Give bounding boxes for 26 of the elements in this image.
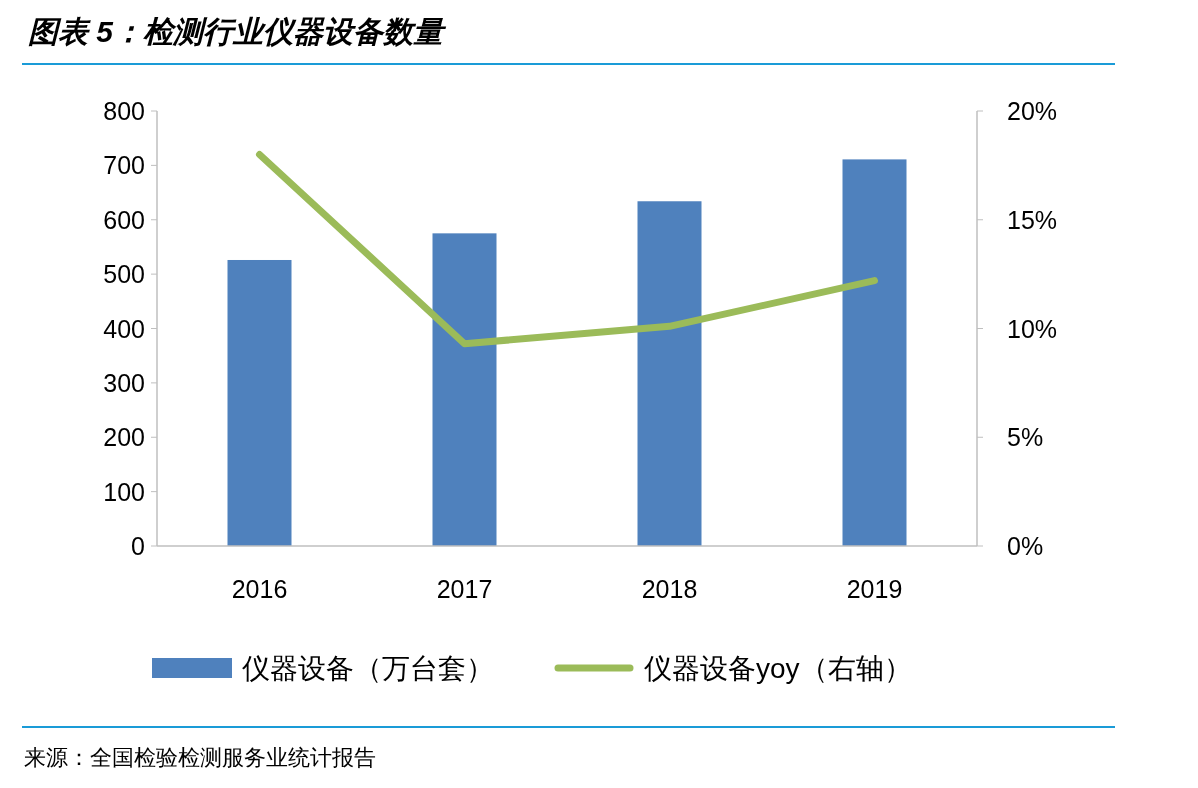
- y-tick-label: 400: [103, 314, 145, 343]
- x-tick-label: 2018: [641, 575, 698, 603]
- bar: [432, 233, 497, 546]
- legend-label: 仪器设备yoy（右轴）: [644, 653, 912, 684]
- y2-tick-label: 5%: [1007, 423, 1044, 452]
- x-tick-label: 2019: [846, 575, 903, 603]
- y-tick-label: 700: [103, 151, 145, 180]
- y2-tick-label: 15%: [1007, 205, 1058, 234]
- y-tick-label: 300: [103, 368, 145, 397]
- x-tick-label: 2017: [436, 575, 493, 603]
- bar: [637, 201, 702, 546]
- y2-tick-label: 20%: [1007, 97, 1058, 125]
- source-note: 来源：全国检验检测服务业统计报告: [24, 745, 376, 770]
- y-tick-label: 600: [103, 205, 145, 234]
- bar: [227, 259, 292, 546]
- y-tick-label: 200: [103, 423, 145, 452]
- chart-title: 图表 5：检测行业仪器设备数量: [28, 15, 448, 48]
- y-tick-label: 500: [103, 260, 145, 289]
- y-tick-label: 0: [131, 532, 145, 560]
- legend-label: 仪器设备（万台套）: [242, 653, 494, 684]
- y2-tick-label: 0%: [1007, 532, 1044, 560]
- y-tick-label: 800: [103, 97, 145, 125]
- y2-tick-label: 10%: [1007, 314, 1058, 343]
- bar: [842, 159, 907, 546]
- x-tick-label: 2016: [231, 575, 288, 603]
- y-tick-label: 100: [103, 477, 145, 506]
